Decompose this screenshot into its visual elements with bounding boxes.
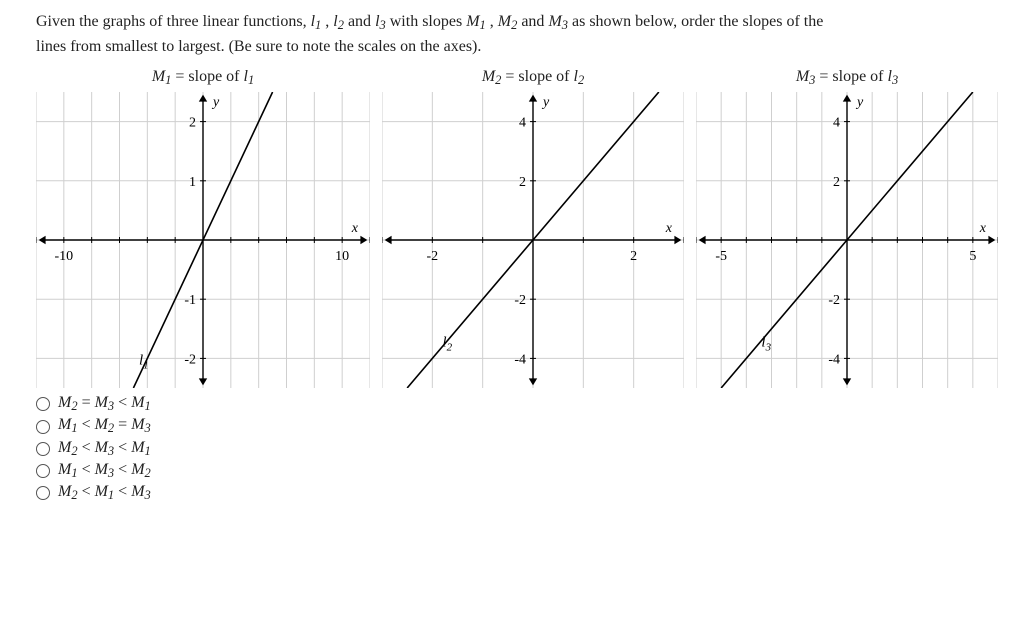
svg-text:x: x xyxy=(979,221,987,236)
answer-choices: M2 = M3 < M1M1 < M2 = M3 M2 < M3 < M1M1 <… xyxy=(36,394,988,503)
choice-label: M1 < M2 = M3 xyxy=(58,416,151,436)
axes-svg: -4-224-22yxl2 xyxy=(382,92,684,388)
svg-text:5: 5 xyxy=(969,249,976,264)
sym-l2: l2 xyxy=(333,13,344,30)
svg-text:-4: -4 xyxy=(514,353,526,368)
radio-icon[interactable] xyxy=(36,442,50,456)
answer-choice-2[interactable]: M1 < M2 = M3 xyxy=(36,416,988,436)
svg-text:10: 10 xyxy=(335,249,349,264)
svg-text:2: 2 xyxy=(189,116,196,131)
chart-title: M2 = slope of l2 xyxy=(482,68,584,88)
svg-text:4: 4 xyxy=(833,116,840,131)
axes-svg: -2-112-1010yxl1 xyxy=(36,92,370,388)
sym-m3: M3 xyxy=(548,13,568,30)
answer-choice-5[interactable]: M2 < M1 < M3 xyxy=(36,483,988,503)
svg-text:-2: -2 xyxy=(184,353,196,368)
svg-text:-1: -1 xyxy=(184,294,196,309)
svg-text:x: x xyxy=(351,221,359,236)
svg-text:-10: -10 xyxy=(54,249,73,264)
radio-icon[interactable] xyxy=(36,464,50,478)
choice-label: M1 < M3 < M2 xyxy=(58,461,151,481)
chart-panel-2: M2 = slope of l2-4-224-22yxl2 xyxy=(382,68,684,388)
svg-text:l3: l3 xyxy=(761,335,771,354)
chart-title: M1 = slope of l1 xyxy=(152,68,254,88)
svg-text:-2: -2 xyxy=(514,294,526,309)
svg-text:-2: -2 xyxy=(426,249,438,264)
question-prompt: Given the graphs of three linear functio… xyxy=(36,10,988,60)
sym-m1: M1 xyxy=(466,13,486,30)
svg-text:2: 2 xyxy=(519,175,526,190)
svg-text:2: 2 xyxy=(833,175,840,190)
charts-row: M1 = slope of l1-2-112-1010yxl1M2 = slop… xyxy=(36,68,988,388)
answer-choice-1[interactable]: M2 = M3 < M1 xyxy=(36,394,988,414)
choice-label: M2 < M3 < M1 xyxy=(58,439,151,459)
svg-text:y: y xyxy=(855,95,864,110)
chart-title: M3 = slope of l3 xyxy=(796,68,898,88)
choice-label: M2 < M1 < M3 xyxy=(58,483,151,503)
svg-text:x: x xyxy=(665,221,673,236)
chart-panel-1: M1 = slope of l1-2-112-1010yxl1 xyxy=(36,68,370,388)
radio-icon[interactable] xyxy=(36,486,50,500)
chart-panel-3: M3 = slope of l3 -4 -2 2 4 -5 5 y x l3 xyxy=(696,68,998,388)
svg-text:1: 1 xyxy=(189,175,196,190)
axes-svg: -4 -2 2 4 -5 5 y x l3 xyxy=(696,92,998,388)
answer-choice-3[interactable]: M2 < M3 < M1 xyxy=(36,439,988,459)
radio-icon[interactable] xyxy=(36,420,50,434)
sym-l1: l1 xyxy=(311,13,322,30)
svg-text:-4: -4 xyxy=(828,353,840,368)
radio-icon[interactable] xyxy=(36,397,50,411)
svg-text:4: 4 xyxy=(519,116,526,131)
prompt-text: Given the graphs of three linear functio… xyxy=(36,13,311,30)
sym-m2: M2 xyxy=(498,13,518,30)
svg-text:-2: -2 xyxy=(828,294,840,309)
answer-choice-4[interactable]: M1 < M3 < M2 xyxy=(36,461,988,481)
svg-text:y: y xyxy=(541,95,550,110)
svg-text:-5: -5 xyxy=(715,249,727,264)
sym-l3: l3 xyxy=(375,13,386,30)
choice-label: M2 = M3 < M1 xyxy=(58,394,151,414)
svg-text:2: 2 xyxy=(630,249,637,264)
svg-text:y: y xyxy=(211,95,220,110)
